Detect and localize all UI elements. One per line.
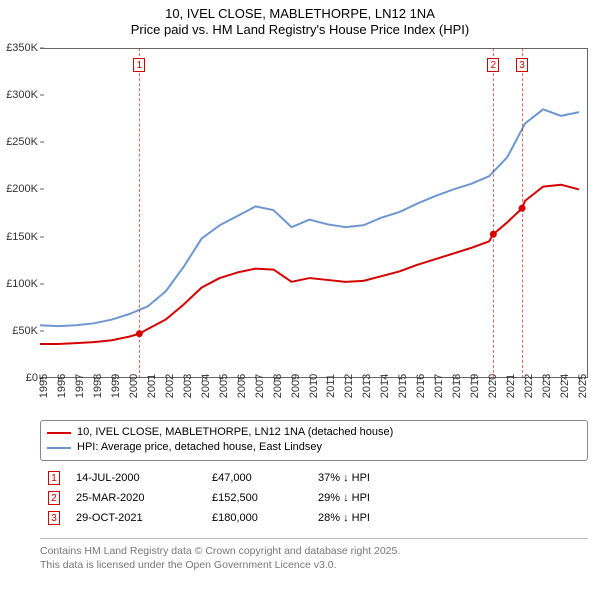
- sale-marker-line: [139, 48, 140, 378]
- x-axis-label: 2003: [182, 374, 194, 398]
- chart-title-block: 10, IVEL CLOSE, MABLETHORPE, LN12 1NA Pr…: [0, 0, 600, 39]
- x-axis-label: 2004: [200, 374, 212, 398]
- legend: 10, IVEL CLOSE, MABLETHORPE, LN12 1NA (d…: [40, 420, 588, 461]
- legend-item-2: HPI: Average price, detached house, East…: [47, 440, 581, 455]
- x-axis-label: 2017: [433, 374, 445, 398]
- sales-row-pct: 28% ↓ HPI: [318, 512, 438, 524]
- y-axis-label: £0: [0, 372, 38, 384]
- footer-attribution: Contains HM Land Registry data © Crown c…: [40, 545, 588, 572]
- sales-row-marker: 3: [48, 511, 60, 525]
- x-axis-label: 2014: [379, 374, 391, 398]
- y-axis-tick: [40, 236, 44, 237]
- sales-row-marker: 2: [48, 491, 60, 505]
- x-axis-label: 1997: [74, 374, 86, 398]
- chart-title-line1: 10, IVEL CLOSE, MABLETHORPE, LN12 1NA: [0, 6, 600, 22]
- sale-marker-line: [522, 48, 523, 378]
- y-axis-tick: [40, 142, 44, 143]
- sales-row-date: 14-JUL-2000: [76, 472, 196, 484]
- x-axis-label: 2001: [146, 374, 158, 398]
- x-axis-label: 2024: [559, 374, 571, 398]
- footer-line2: This data is licensed under the Open Gov…: [40, 559, 588, 573]
- sales-table-row: 1 14-JUL-2000 £47,000 37% ↓ HPI: [48, 468, 580, 488]
- x-axis-label: 1996: [56, 374, 68, 398]
- x-axis-label: 2007: [254, 374, 266, 398]
- sale-marker-badge: 1: [133, 58, 145, 72]
- x-axis-label: 2016: [415, 374, 427, 398]
- plot-svg: [40, 48, 588, 378]
- x-axis-label: 2012: [343, 374, 355, 398]
- sales-table: 1 14-JUL-2000 £47,000 37% ↓ HPI 2 25-MAR-2020…: [40, 462, 588, 539]
- sales-row-price: £47,000: [212, 472, 302, 484]
- legend-item-1: 10, IVEL CLOSE, MABLETHORPE, LN12 1NA (d…: [47, 425, 581, 440]
- x-axis-label: 2021: [505, 374, 517, 398]
- legend-label-2: HPI: Average price, detached house, East…: [77, 440, 322, 455]
- chart-title-line2: Price paid vs. HM Land Registry's House …: [0, 22, 600, 38]
- sales-row-pct: 37% ↓ HPI: [318, 472, 438, 484]
- sales-row-marker: 1: [48, 471, 60, 485]
- sales-table-row: 3 29-OCT-2021 £180,000 28% ↓ HPI: [48, 508, 580, 528]
- sale-marker-badge: 3: [516, 58, 528, 72]
- x-axis-label: 1995: [38, 374, 50, 398]
- x-axis-label: 2011: [325, 374, 337, 398]
- legend-swatch-2: [47, 447, 71, 449]
- sales-table-row: 2 25-MAR-2020 £152,500 29% ↓ HPI: [48, 488, 580, 508]
- x-axis-label: 2018: [451, 374, 463, 398]
- y-axis-label: £250K: [0, 136, 38, 148]
- x-axis-label: 2019: [469, 374, 481, 398]
- x-axis-label: 1999: [110, 374, 122, 398]
- y-axis-tick: [40, 330, 44, 331]
- legend-swatch-1: [47, 432, 71, 434]
- x-axis-label: 2000: [128, 374, 140, 398]
- y-axis-label: £150K: [0, 231, 38, 243]
- legend-label-1: 10, IVEL CLOSE, MABLETHORPE, LN12 1NA (d…: [77, 425, 393, 440]
- x-axis-label: 2010: [308, 374, 320, 398]
- x-axis-label: 2015: [397, 374, 409, 398]
- x-axis-label: 1998: [92, 374, 104, 398]
- x-axis-label: 2006: [236, 374, 248, 398]
- y-axis-label: £50K: [0, 325, 38, 337]
- x-axis-label: 2022: [523, 374, 535, 398]
- sale-marker-badge: 2: [487, 58, 499, 72]
- y-axis-tick: [40, 48, 44, 49]
- sales-row-price: £180,000: [212, 512, 302, 524]
- x-axis-label: 2008: [272, 374, 284, 398]
- sale-marker-line: [493, 48, 494, 378]
- sales-row-price: £152,500: [212, 492, 302, 504]
- sales-row-date: 29-OCT-2021: [76, 512, 196, 524]
- footer-line1: Contains HM Land Registry data © Crown c…: [40, 545, 588, 559]
- sales-row-date: 25-MAR-2020: [76, 492, 196, 504]
- series-line: [40, 185, 579, 344]
- y-axis-label: £300K: [0, 89, 38, 101]
- x-axis-label: 2009: [290, 374, 302, 398]
- x-axis-label: 2025: [577, 374, 589, 398]
- x-axis-label: 2005: [218, 374, 230, 398]
- y-axis-label: £200K: [0, 183, 38, 195]
- series-line: [40, 109, 579, 326]
- y-axis-label: £350K: [0, 42, 38, 54]
- y-axis-tick: [40, 283, 44, 284]
- y-axis-tick: [40, 189, 44, 190]
- y-axis-label: £100K: [0, 278, 38, 290]
- sales-row-pct: 29% ↓ HPI: [318, 492, 438, 504]
- chart-container: 10, IVEL CLOSE, MABLETHORPE, LN12 1NA Pr…: [0, 0, 600, 590]
- y-axis-tick: [40, 95, 44, 96]
- x-axis-label: 2013: [361, 374, 373, 398]
- x-axis-label: 2002: [164, 374, 176, 398]
- x-axis-label: 2023: [541, 374, 553, 398]
